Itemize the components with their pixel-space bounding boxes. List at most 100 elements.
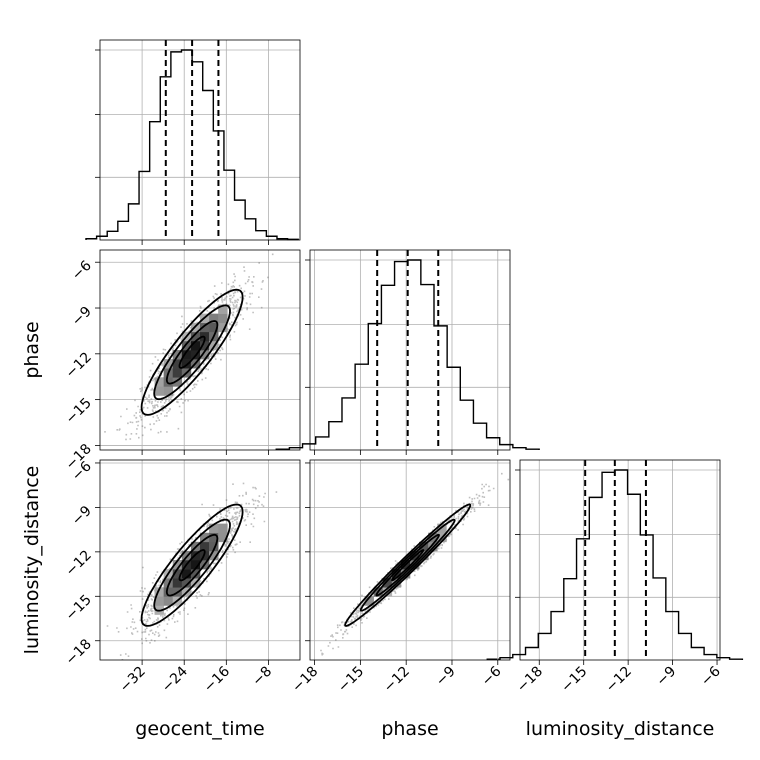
panel-frame: [99, 39, 301, 241]
x-tick-label: −9: [654, 664, 680, 690]
x-tick-label: −18: [514, 664, 546, 696]
density-cell: [181, 550, 192, 561]
contour-level-3: [140, 288, 244, 416]
density-cell: [218, 523, 228, 534]
contour-level-2: [359, 518, 456, 612]
density-cell: [218, 532, 228, 543]
density-cell: [190, 560, 201, 570]
contour-level-1: [165, 320, 219, 385]
x-tick-label: −15: [558, 664, 590, 696]
density-cell: [437, 523, 447, 534]
density-cell: [172, 377, 183, 387]
density-cell: [209, 322, 219, 333]
density-cell: [190, 331, 201, 342]
contour-level-2: [153, 304, 231, 401]
density-cell: [154, 386, 164, 396]
contour-level-3: [140, 503, 244, 627]
scatter-panel-phase-luminosity_distance: −18 −15 −12 −9 −6: [289, 459, 511, 696]
density-cell: [200, 322, 210, 333]
density-cell: [190, 569, 201, 579]
density-cell: [209, 532, 219, 543]
density-cell: [181, 350, 192, 360]
contour-level-1: [165, 533, 219, 597]
x-tick-label: −12: [381, 664, 413, 696]
density-cell: [163, 359, 174, 369]
density-cell: [200, 532, 210, 543]
density-cell: [209, 541, 219, 552]
contour-level-3: [344, 503, 472, 627]
density-cell: [181, 359, 192, 369]
density-cell: [172, 569, 183, 579]
x-tick-label: −6: [698, 663, 724, 689]
y-tick-label: −12: [63, 547, 95, 579]
density-layer: [320, 472, 510, 656]
density-cell: [154, 377, 164, 387]
panel-frame: [519, 459, 721, 661]
density-layer: [106, 482, 278, 660]
contour-level-0: [178, 549, 206, 582]
density-cell: [163, 578, 174, 588]
density-cell: [218, 322, 228, 333]
histogram-panel-luminosity_distance: −18 −15 −12 −9 −6: [486, 459, 744, 696]
panel-frame: [99, 249, 301, 451]
density-cell: [172, 560, 183, 570]
density-cell: [181, 578, 192, 588]
density-cell: [382, 578, 393, 588]
scatter-panel-geocent_time-luminosity_distance: −32 −24 −16 −8−18−15−12−9−6: [63, 458, 301, 696]
density-cell: [200, 350, 210, 360]
density-layer: [104, 253, 274, 441]
x-tick-label: −8: [249, 664, 275, 690]
density-cell: [400, 569, 411, 579]
x-tick-label: −12: [603, 664, 635, 696]
y-tick-label: −18: [63, 636, 95, 668]
density-cell: [209, 523, 219, 534]
density-cell: [172, 578, 183, 588]
histogram-panel-phase: [275, 249, 540, 455]
density-cell: [364, 596, 374, 606]
y-tick-label: −15: [63, 592, 95, 624]
y-axis-label-luminosity-distance: luminosity_distance: [21, 466, 43, 655]
contour-level-0: [391, 549, 425, 582]
x-tick-label: −9: [433, 664, 459, 690]
x-axis-label-phase: phase: [381, 718, 438, 740]
density-cell: [154, 596, 164, 606]
contour-level-1: [375, 533, 440, 597]
y-tick-label: −6: [69, 258, 95, 284]
density-cell: [190, 340, 201, 351]
y-tick-label: −12: [63, 349, 95, 381]
y-tick-label: −9: [69, 304, 95, 330]
density-cell: [209, 550, 219, 561]
y-tick-label: −9: [69, 503, 95, 529]
density-cell: [218, 313, 228, 324]
y-tick-label: −15: [63, 395, 95, 427]
density-cell: [218, 304, 228, 314]
density-cell: [200, 340, 210, 351]
density-cell: [172, 359, 183, 369]
density-cell: [163, 587, 174, 597]
density-cell: [163, 596, 174, 606]
x-axis-label-luminosity-distance: luminosity_distance: [526, 718, 715, 740]
density-cell: [163, 386, 174, 396]
x-tick-label: −18: [289, 664, 321, 696]
panel-frame: [99, 459, 301, 661]
contour-level-2: [153, 518, 231, 612]
x-axis-label-geocent-time: geocent_time: [135, 718, 264, 740]
scatter-panel-geocent_time-phase: −18−15−12−9−6: [63, 249, 301, 473]
density-cell: [163, 377, 174, 387]
density-cell: [209, 313, 219, 324]
density-cell: [419, 550, 429, 561]
x-tick-label: −32: [117, 664, 149, 696]
density-cell: [181, 569, 192, 579]
density-cell: [172, 368, 183, 378]
scatter-points: [106, 482, 278, 660]
x-tick-label: −24: [159, 663, 191, 695]
contour-level-0: [178, 335, 206, 369]
panel-frame: [309, 459, 511, 661]
density-cell: [154, 587, 164, 597]
y-axis-label-phase: phase: [21, 321, 43, 378]
x-tick-label: −6: [479, 663, 505, 689]
density-cell: [200, 541, 210, 552]
panel-frame: [309, 249, 511, 451]
x-tick-label: −15: [335, 664, 367, 696]
